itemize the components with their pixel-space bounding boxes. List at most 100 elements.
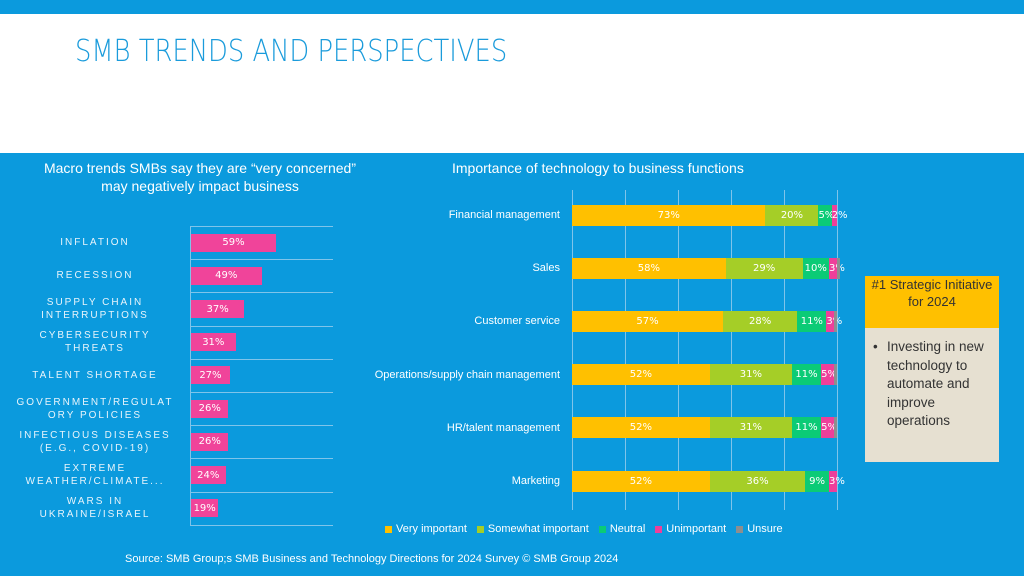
bar-segment-somewhat-important bbox=[709, 364, 792, 386]
bar-segment-unsure bbox=[834, 364, 837, 386]
category-label: WARS IN UKRAINE/ISRAEL bbox=[39, 496, 151, 521]
source-note: Source: SMB Group;s SMB Business and Tec… bbox=[125, 553, 619, 565]
bar-segment-unimportant bbox=[821, 417, 835, 439]
bar bbox=[191, 300, 245, 318]
right-chart-title: Importance of technology to business fun… bbox=[452, 160, 744, 176]
data-label: 2% bbox=[831, 209, 848, 221]
bar-segment-very-important bbox=[572, 417, 710, 439]
data-label: 49% bbox=[215, 270, 238, 282]
bar-segment-somewhat-important bbox=[725, 257, 803, 279]
callout-bullet: Investing in new technology to automate … bbox=[887, 339, 984, 428]
bar-segment-unimportant bbox=[829, 470, 837, 492]
data-label: 10% bbox=[804, 262, 827, 274]
data-label: 5% bbox=[818, 209, 835, 221]
bar bbox=[191, 266, 262, 285]
data-label: 58% bbox=[637, 262, 660, 274]
bar-segment-unsure bbox=[834, 310, 837, 332]
category-label: Financial management bbox=[448, 209, 560, 221]
data-label: 11% bbox=[800, 315, 823, 327]
legend-label: Neutral bbox=[609, 523, 646, 535]
strategic-initiative-callout: #1 Strategic Initiative for 2024 • Invest… bbox=[865, 276, 999, 462]
gridline bbox=[190, 458, 333, 460]
bar-segment-unimportant bbox=[821, 364, 835, 386]
legend-swatch bbox=[736, 525, 744, 533]
data-label: 36% bbox=[746, 475, 769, 487]
data-label: 26% bbox=[198, 436, 221, 448]
category-label: INFLATION bbox=[60, 237, 130, 249]
gridline bbox=[731, 190, 732, 510]
category-label: EXTREME WEATHER/CLIMATE... bbox=[25, 463, 165, 487]
gridline bbox=[572, 190, 573, 510]
bar-segment-unimportant bbox=[829, 257, 837, 279]
gridline bbox=[784, 190, 785, 510]
bar-segment-somewhat-important bbox=[709, 417, 792, 439]
data-label: 29% bbox=[752, 262, 776, 274]
category-label: CYBERSECURITY THREATS bbox=[39, 330, 151, 355]
bar bbox=[191, 432, 229, 451]
data-label: 11% bbox=[795, 422, 818, 434]
top-band bbox=[0, 0, 1024, 14]
legend-label: Unimportant bbox=[666, 523, 727, 535]
data-label: 27% bbox=[199, 369, 222, 381]
gridline bbox=[678, 190, 679, 510]
bar-segment-very-important bbox=[572, 204, 766, 226]
data-label: 73% bbox=[657, 209, 680, 221]
bar-segment-neutral bbox=[802, 257, 830, 279]
bar-segment-very-important bbox=[572, 310, 724, 332]
legend-swatch bbox=[385, 525, 392, 533]
gridline bbox=[190, 325, 333, 327]
legend-label: Unsure bbox=[747, 523, 783, 535]
gridline bbox=[190, 358, 333, 360]
slide-title: SMB TRENDS AND PERSPECTIVES bbox=[75, 34, 508, 69]
legend: Very important Somewhat important Neutral U… bbox=[385, 523, 783, 535]
data-label: 31% bbox=[202, 336, 225, 348]
data-label: 5% bbox=[821, 422, 837, 434]
left-axis-line bbox=[190, 226, 191, 525]
legend-swatch bbox=[655, 525, 663, 533]
data-label: 31% bbox=[739, 422, 762, 434]
bar bbox=[191, 366, 230, 385]
data-label: 24% bbox=[197, 469, 220, 481]
data-label: 57% bbox=[636, 315, 659, 327]
category-label: GOVERNMENT/REGULAT ORY POLICIES bbox=[16, 396, 174, 421]
legend-item: Neutral bbox=[598, 523, 646, 535]
bar bbox=[191, 499, 219, 518]
legend-label: Somewhat important bbox=[487, 523, 589, 535]
data-label: 37% bbox=[206, 303, 229, 315]
gridline bbox=[190, 425, 333, 427]
legend-label: Very important bbox=[396, 523, 467, 535]
data-label: 59% bbox=[222, 237, 245, 249]
gridline bbox=[190, 524, 333, 526]
bar-segment-neutral bbox=[791, 417, 822, 439]
data-label: 52% bbox=[629, 475, 653, 487]
gridline bbox=[625, 190, 626, 510]
legend-swatch bbox=[476, 525, 484, 533]
title-area bbox=[0, 14, 1024, 153]
gridline bbox=[190, 226, 333, 227]
legend-item: Somewhat important bbox=[476, 523, 589, 535]
data-label: 9% bbox=[809, 475, 826, 487]
category-label: TALENT SHORTAGE bbox=[32, 369, 158, 381]
bar-segment-neutral bbox=[797, 310, 827, 332]
legend-item: Very important bbox=[385, 523, 467, 535]
bar bbox=[191, 233, 276, 252]
category-label: Marketing bbox=[511, 475, 560, 487]
bar-segment-neutral bbox=[791, 364, 822, 386]
bar-segment-very-important bbox=[572, 364, 710, 386]
category-label: SUPPLY CHAIN INTERRUPTIONS bbox=[41, 297, 149, 321]
category-label: HR/talent management bbox=[446, 421, 560, 434]
gridline bbox=[190, 292, 333, 294]
data-label: 19% bbox=[193, 502, 216, 514]
bar-segment-somewhat-important bbox=[765, 204, 819, 226]
data-label: 31% bbox=[739, 369, 762, 381]
gridline bbox=[837, 190, 838, 510]
category-label: Customer service bbox=[474, 315, 560, 328]
data-label: 11% bbox=[795, 369, 818, 381]
category-label: INFECTIOUS DISEASES (E.G., COVID-19) bbox=[19, 429, 171, 454]
category-label: Sales bbox=[532, 262, 560, 275]
data-label: 3% bbox=[826, 311, 842, 332]
bar-segment-unimportant bbox=[826, 310, 835, 332]
bar-segment-neutral bbox=[805, 470, 830, 492]
bar-segment-unsure bbox=[834, 417, 837, 439]
bar-segment-unsure bbox=[837, 257, 840, 279]
